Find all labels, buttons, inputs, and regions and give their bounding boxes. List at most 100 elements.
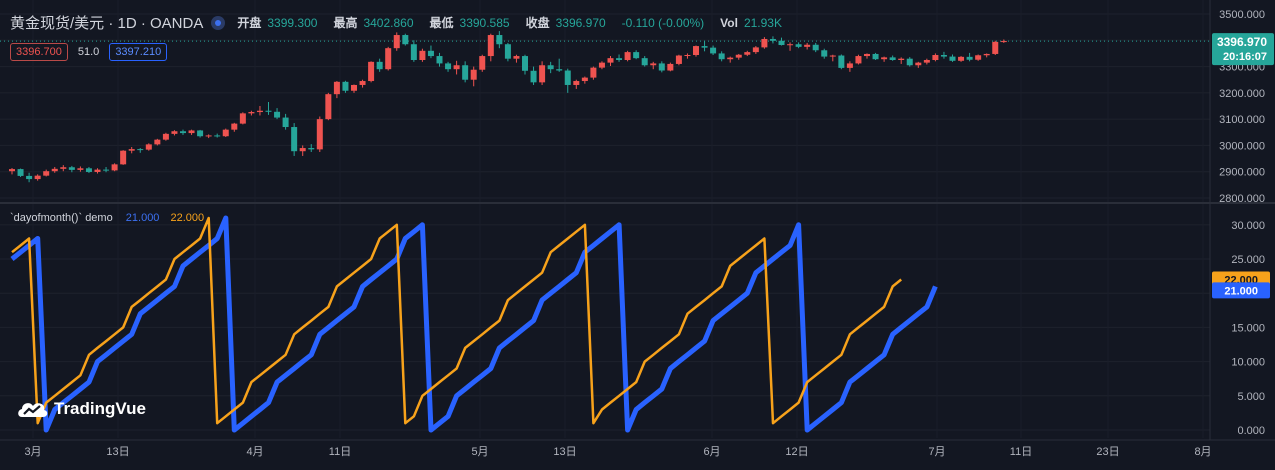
candle-body xyxy=(436,56,443,64)
candle xyxy=(359,79,366,88)
candle xyxy=(778,37,785,46)
candle-body xyxy=(368,61,375,82)
candle xyxy=(462,61,469,83)
high-value: 3402.860 xyxy=(363,15,414,30)
indicator-name: `dayofmonth()` demo xyxy=(10,212,113,224)
candle-body xyxy=(85,168,92,172)
symbol-title[interactable]: 黄金现货/美元 · 1D · OANDA xyxy=(10,15,204,32)
price-tick-label: 2800.000 xyxy=(1219,193,1265,205)
bid-button[interactable]: 3396.700 xyxy=(10,43,68,61)
candle xyxy=(453,60,460,75)
candle-body xyxy=(701,46,708,48)
indicator-value-blue: 21.000 xyxy=(125,212,160,224)
candle-body xyxy=(718,53,725,60)
candle-body xyxy=(804,44,811,47)
indicator-tick-label: 5.000 xyxy=(1237,391,1265,403)
price-candles xyxy=(9,31,1007,183)
candle-body xyxy=(60,167,67,169)
candle xyxy=(427,45,434,59)
price-tag-box xyxy=(1212,33,1274,66)
candle xyxy=(650,61,657,70)
candle xyxy=(26,172,33,183)
candle-body xyxy=(940,55,947,57)
open-value: 3399.300 xyxy=(267,15,318,30)
candle-body xyxy=(675,55,682,64)
candle xyxy=(949,54,956,62)
candle-body xyxy=(282,117,289,128)
candle xyxy=(154,138,161,146)
candle xyxy=(333,81,340,99)
candle xyxy=(385,46,392,71)
candle xyxy=(513,54,520,63)
candle-body xyxy=(573,81,580,85)
dayofmonth-blue-line xyxy=(10,215,938,433)
candle xyxy=(120,150,127,165)
candle xyxy=(522,54,528,75)
candle-body xyxy=(111,164,118,171)
candle-body xyxy=(547,65,554,70)
low-label: 最低 xyxy=(429,16,454,30)
candle xyxy=(282,113,289,130)
candle xyxy=(9,168,15,175)
candle xyxy=(701,40,708,52)
candle-body xyxy=(308,148,315,150)
candle xyxy=(889,55,896,61)
candle xyxy=(940,51,947,59)
candle-body xyxy=(949,56,956,61)
candle xyxy=(299,145,306,156)
candle xyxy=(846,61,853,72)
candle-body xyxy=(787,44,794,46)
candle-body xyxy=(316,119,323,150)
candle xyxy=(539,61,546,85)
candle xyxy=(769,36,776,44)
candle-body xyxy=(590,67,597,78)
indicator-tick-label: 30.000 xyxy=(1231,220,1265,232)
candle-body xyxy=(504,44,511,59)
vol-label: Vol xyxy=(720,15,738,30)
last-price-tag: 3396.970 20:16:07 xyxy=(1212,33,1274,66)
candle xyxy=(761,37,768,49)
candle-body xyxy=(846,63,853,68)
candle xyxy=(581,76,588,84)
vol-value: 21.93K xyxy=(743,15,782,30)
candle xyxy=(530,66,537,85)
candle xyxy=(547,61,554,74)
candle-body xyxy=(265,110,272,112)
open-label: 开盘 xyxy=(237,16,262,30)
candle xyxy=(137,148,144,153)
blue-tag-box xyxy=(1212,282,1270,299)
ask-button[interactable]: 3397.210 xyxy=(109,43,168,61)
candle xyxy=(975,54,982,61)
candle-body xyxy=(94,169,101,172)
candle-body xyxy=(915,62,922,66)
candle xyxy=(983,53,990,58)
candle-body xyxy=(641,58,648,66)
candle xyxy=(727,56,734,63)
indicator-legend[interactable]: `dayofmonth()` demo 21.000 22.000 xyxy=(10,212,204,224)
candle xyxy=(51,166,58,173)
candle xyxy=(410,40,417,62)
candle xyxy=(923,58,930,65)
candle-body xyxy=(453,65,460,70)
candle-body xyxy=(598,62,605,68)
candle xyxy=(564,68,571,93)
quote-badges: 3396.700 51.0 3397.210 xyxy=(10,43,168,61)
candle xyxy=(445,61,452,72)
candle-body xyxy=(462,65,469,80)
candle xyxy=(291,123,298,156)
candle-body xyxy=(120,150,127,165)
candle xyxy=(658,61,665,73)
candle xyxy=(881,56,888,62)
time-tick-label: 12日 xyxy=(785,446,808,458)
time-tick-label: 3月 xyxy=(24,446,41,458)
candle xyxy=(470,66,477,87)
candle-body xyxy=(231,123,238,130)
candle-body xyxy=(564,70,571,85)
candle xyxy=(718,51,725,62)
candle-body xyxy=(171,131,178,134)
candle-body xyxy=(197,130,204,137)
candle xyxy=(214,133,221,138)
candle-body xyxy=(881,57,888,60)
candle-body xyxy=(607,58,614,63)
